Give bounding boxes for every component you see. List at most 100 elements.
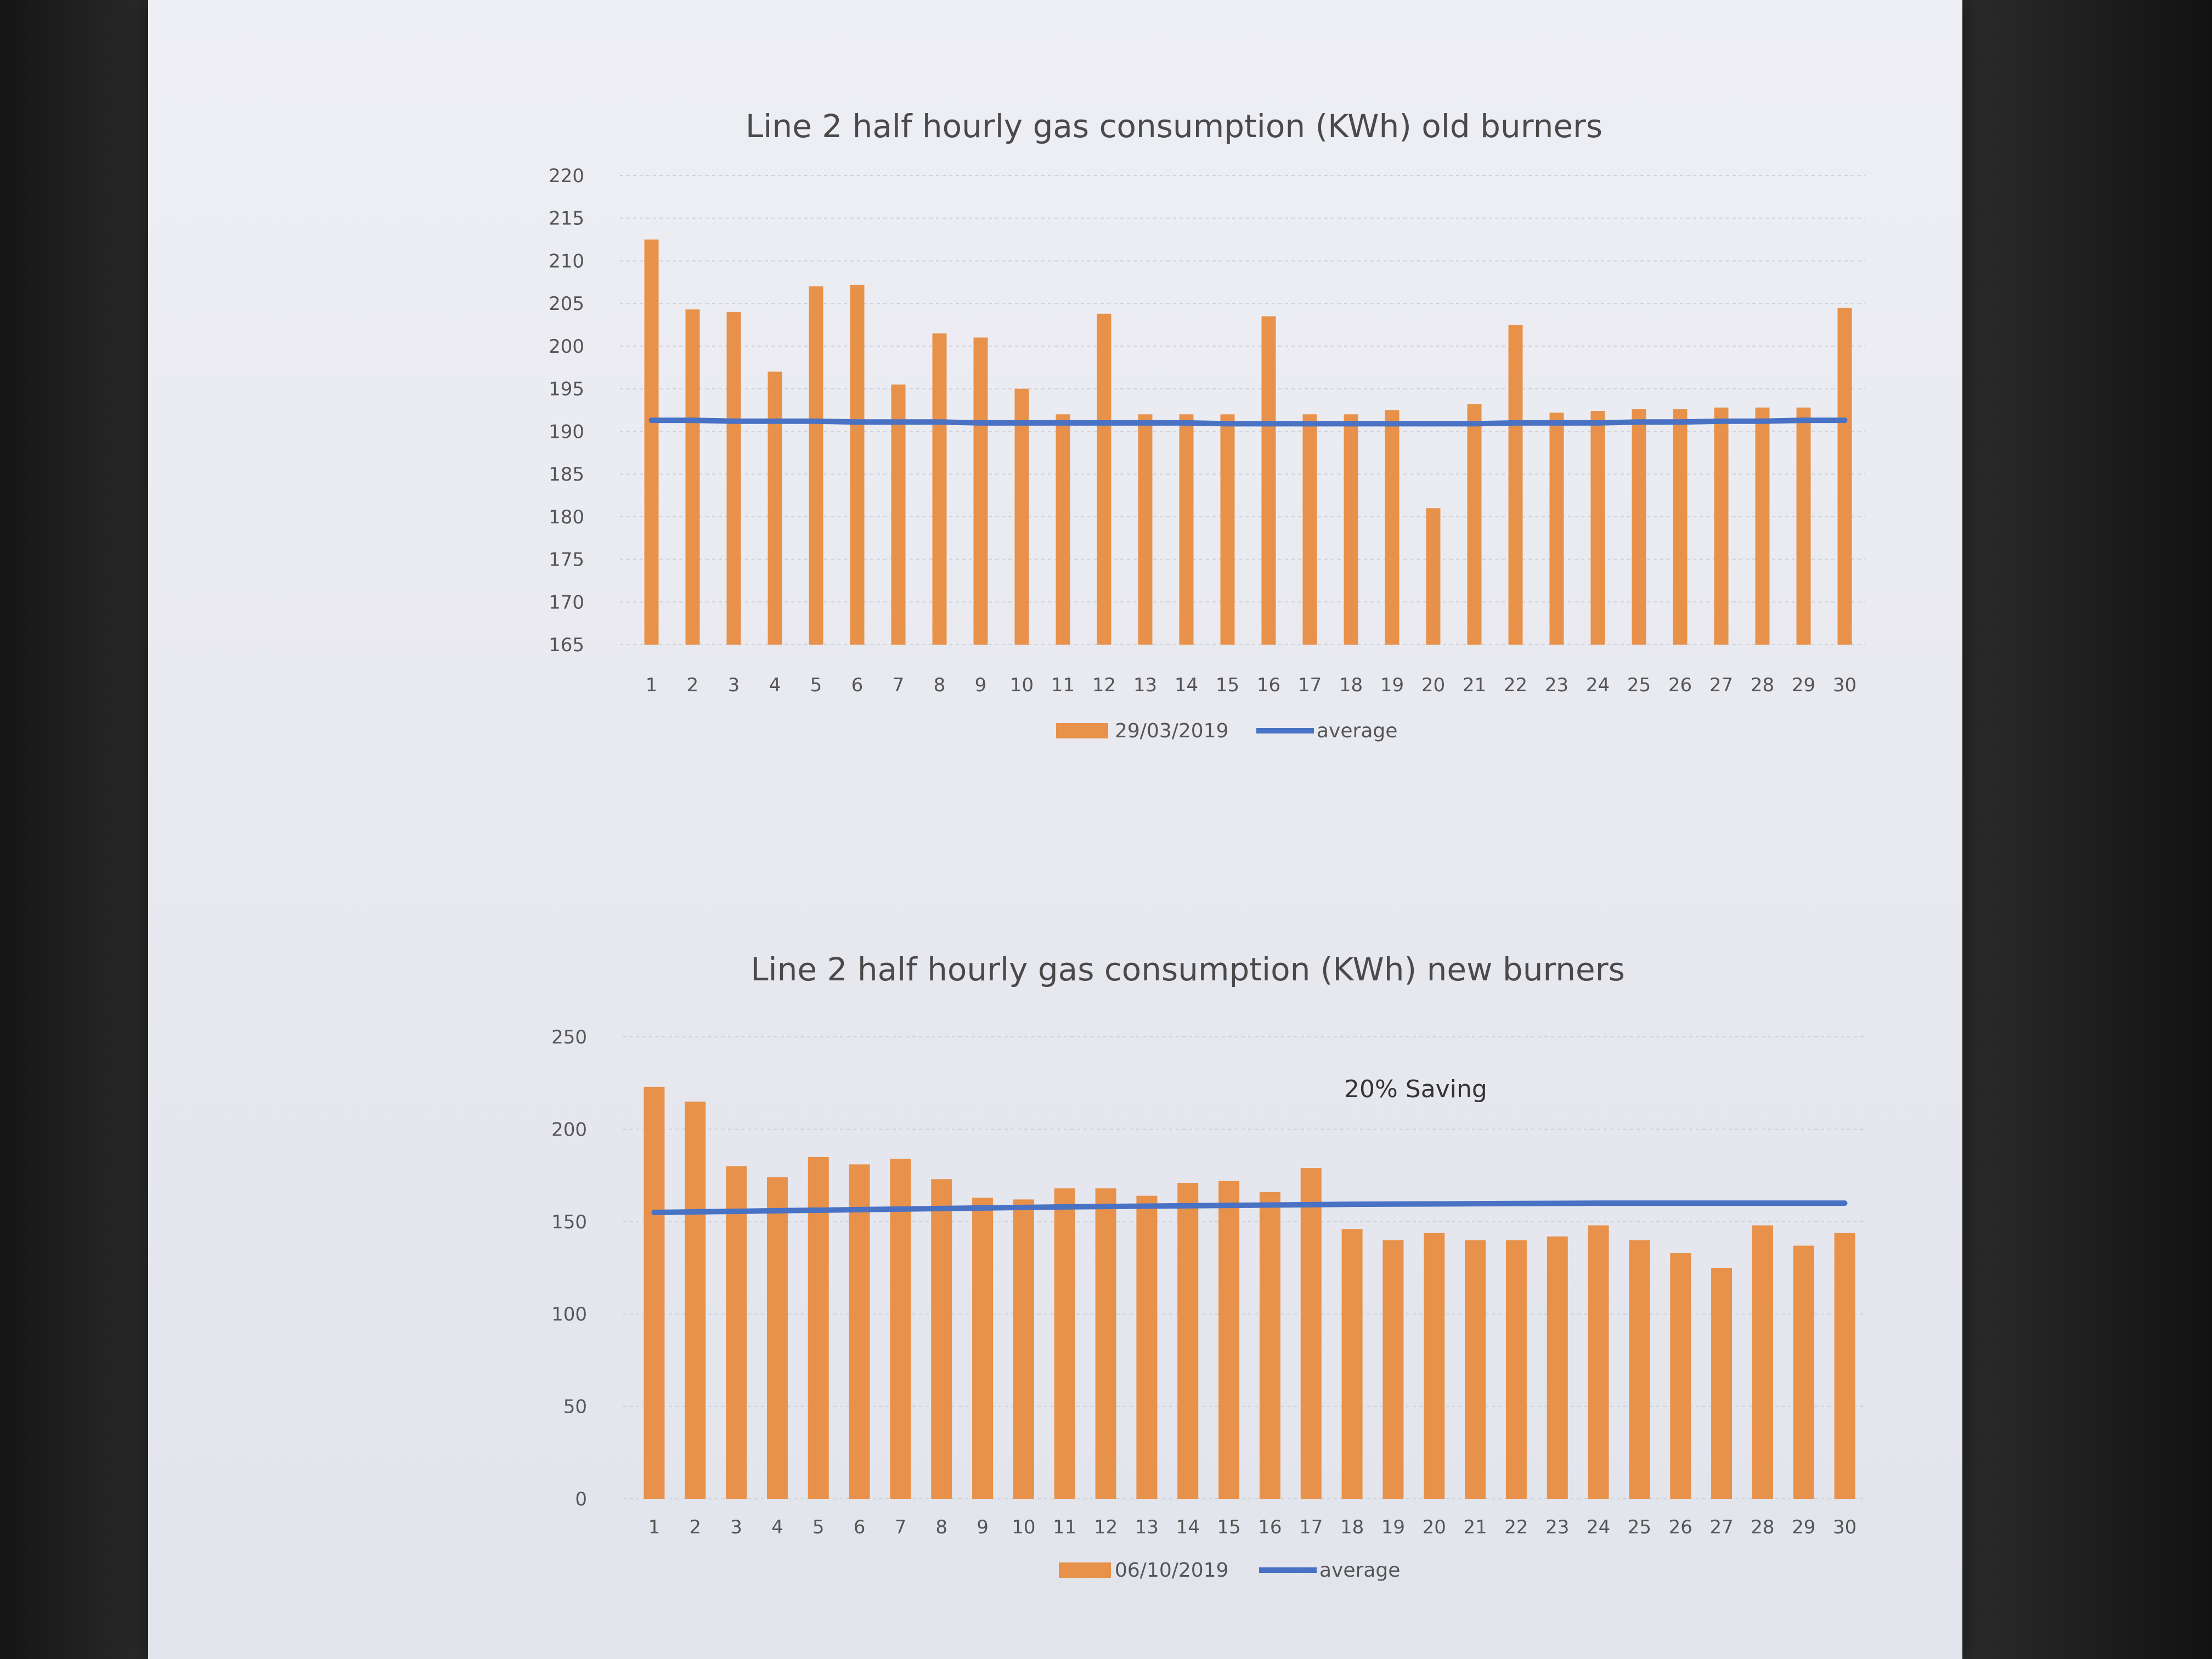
x-tick-label: 25 [1628, 1516, 1651, 1538]
new-burners-chart: Line 2 half hourly gas consumption (KWh)… [373, 922, 1909, 1624]
y-axis-ticks: 165 170 175 180 185 190 195 200 205 210 215 220 [549, 165, 584, 656]
y-tick-label: 180 [549, 506, 584, 528]
bar [1136, 1195, 1158, 1499]
x-tick-label: 19 [1380, 674, 1404, 696]
y-tick-label: 210 [549, 250, 584, 272]
bar [932, 333, 947, 645]
x-tick-label: 20 [1423, 1516, 1446, 1538]
x-tick-label: 8 [935, 1516, 947, 1538]
bar [1426, 508, 1441, 645]
desk-background-right [1962, 0, 2212, 1659]
bar [644, 239, 659, 645]
x-tick-label: 5 [812, 1516, 825, 1538]
bar [1465, 1240, 1486, 1499]
bar [973, 337, 988, 645]
x-tick-label: 12 [1092, 674, 1116, 696]
bar [1054, 1188, 1075, 1499]
y-tick-label: 200 [551, 1119, 587, 1141]
x-tick-label: 21 [1463, 1516, 1487, 1538]
x-tick-label: 16 [1257, 674, 1280, 696]
legend-label-bars: 29/03/2019 [1115, 720, 1229, 742]
y-axis-ticks: 0 50 100 150 200 250 [551, 1026, 587, 1510]
y-tick-label: 0 [575, 1488, 587, 1510]
bar [1837, 307, 1852, 645]
bar [1138, 414, 1153, 645]
y-tick-label: 195 [549, 379, 584, 400]
y-tick-label: 150 [551, 1211, 587, 1233]
bar [1793, 1245, 1814, 1499]
x-tick-label: 29 [1792, 1516, 1815, 1538]
x-tick-label: 24 [1587, 1516, 1610, 1538]
x-tick-label: 13 [1135, 1516, 1159, 1538]
average-line [648, 417, 1848, 427]
bar [1261, 316, 1276, 645]
x-tick-label: 11 [1051, 674, 1075, 696]
x-tick-label: 22 [1504, 674, 1527, 696]
bar [1711, 1268, 1733, 1499]
bar [726, 312, 741, 645]
new-burners-chart-svg: Line 2 half hourly gas consumption (KWh)… [551, 951, 1865, 1582]
legend-label-average: average [1317, 720, 1397, 742]
x-tick-label: 9 [977, 1516, 989, 1538]
bar [1549, 413, 1564, 645]
x-tick-label: 14 [1176, 1516, 1200, 1538]
bar [1673, 409, 1688, 645]
average-line [651, 1200, 1848, 1215]
x-tick-label: 6 [854, 1516, 866, 1538]
bar [1632, 409, 1646, 645]
x-tick-label: 13 [1133, 674, 1157, 696]
paper-sheet: Line 2 half hourly gas consumption (KWh)… [148, 0, 1962, 1659]
y-tick-label: 175 [549, 549, 584, 571]
y-tick-label: 205 [549, 293, 584, 315]
bar [1383, 1240, 1404, 1499]
x-tick-label: 5 [810, 674, 822, 696]
x-tick-label: 21 [1463, 674, 1486, 696]
y-tick-label: 165 [549, 634, 584, 656]
bar [1796, 407, 1811, 645]
y-tick-label: 250 [551, 1026, 587, 1048]
bar [1341, 1229, 1363, 1499]
x-tick-label: 19 [1381, 1516, 1405, 1538]
bar [1508, 325, 1523, 645]
bar [850, 284, 865, 645]
legend: 06/10/2019 average [1059, 1559, 1400, 1582]
x-tick-label: 17 [1299, 1516, 1323, 1538]
x-tick-label: 7 [895, 1516, 907, 1538]
bar [685, 309, 700, 645]
y-tick-label: 185 [549, 464, 584, 486]
bar [1220, 414, 1235, 645]
y-tick-label: 190 [549, 421, 584, 443]
x-tick-label: 18 [1339, 674, 1363, 696]
x-tick-label: 16 [1258, 1516, 1282, 1538]
bar [766, 1177, 788, 1499]
saving-annotation: 20% Saving [1344, 1075, 1487, 1103]
y-tick-label: 200 [549, 336, 584, 358]
x-axis-ticks: 1 2 3 4 5 6 7 8 9 10 11 12 13 14 15 16 17 18 19 20 21 22 23 24 2… [648, 1516, 1857, 1538]
bar [1300, 1168, 1322, 1499]
bar [1629, 1240, 1650, 1499]
x-tick-label: 24 [1586, 674, 1610, 696]
x-tick-label: 1 [646, 674, 658, 696]
bar [1670, 1253, 1691, 1499]
bar [685, 1101, 706, 1499]
x-tick-label: 14 [1175, 674, 1198, 696]
x-tick-label: 8 [934, 674, 946, 696]
x-tick-label: 10 [1010, 674, 1034, 696]
x-tick-label: 23 [1545, 674, 1568, 696]
x-tick-label: 29 [1792, 674, 1815, 696]
x-axis-ticks: 1 2 3 4 5 6 7 8 9 10 11 12 13 14 15 16 17 18 19 20 21 22 23 24 2… [646, 674, 1857, 696]
x-tick-label: 30 [1833, 674, 1857, 696]
x-tick-label: 26 [1669, 1516, 1692, 1538]
x-tick-label: 15 [1217, 1516, 1240, 1538]
x-tick-label: 4 [769, 674, 781, 696]
bar [1344, 414, 1358, 645]
x-tick-label: 28 [1751, 674, 1774, 696]
bar [1013, 1199, 1034, 1499]
x-tick-label: 27 [1709, 674, 1733, 696]
x-tick-label: 9 [975, 674, 987, 696]
x-tick-label: 23 [1545, 1516, 1569, 1538]
bar [1097, 313, 1111, 645]
y-tick-label: 215 [549, 208, 584, 230]
x-tick-label: 18 [1340, 1516, 1364, 1538]
bar [808, 1156, 829, 1499]
